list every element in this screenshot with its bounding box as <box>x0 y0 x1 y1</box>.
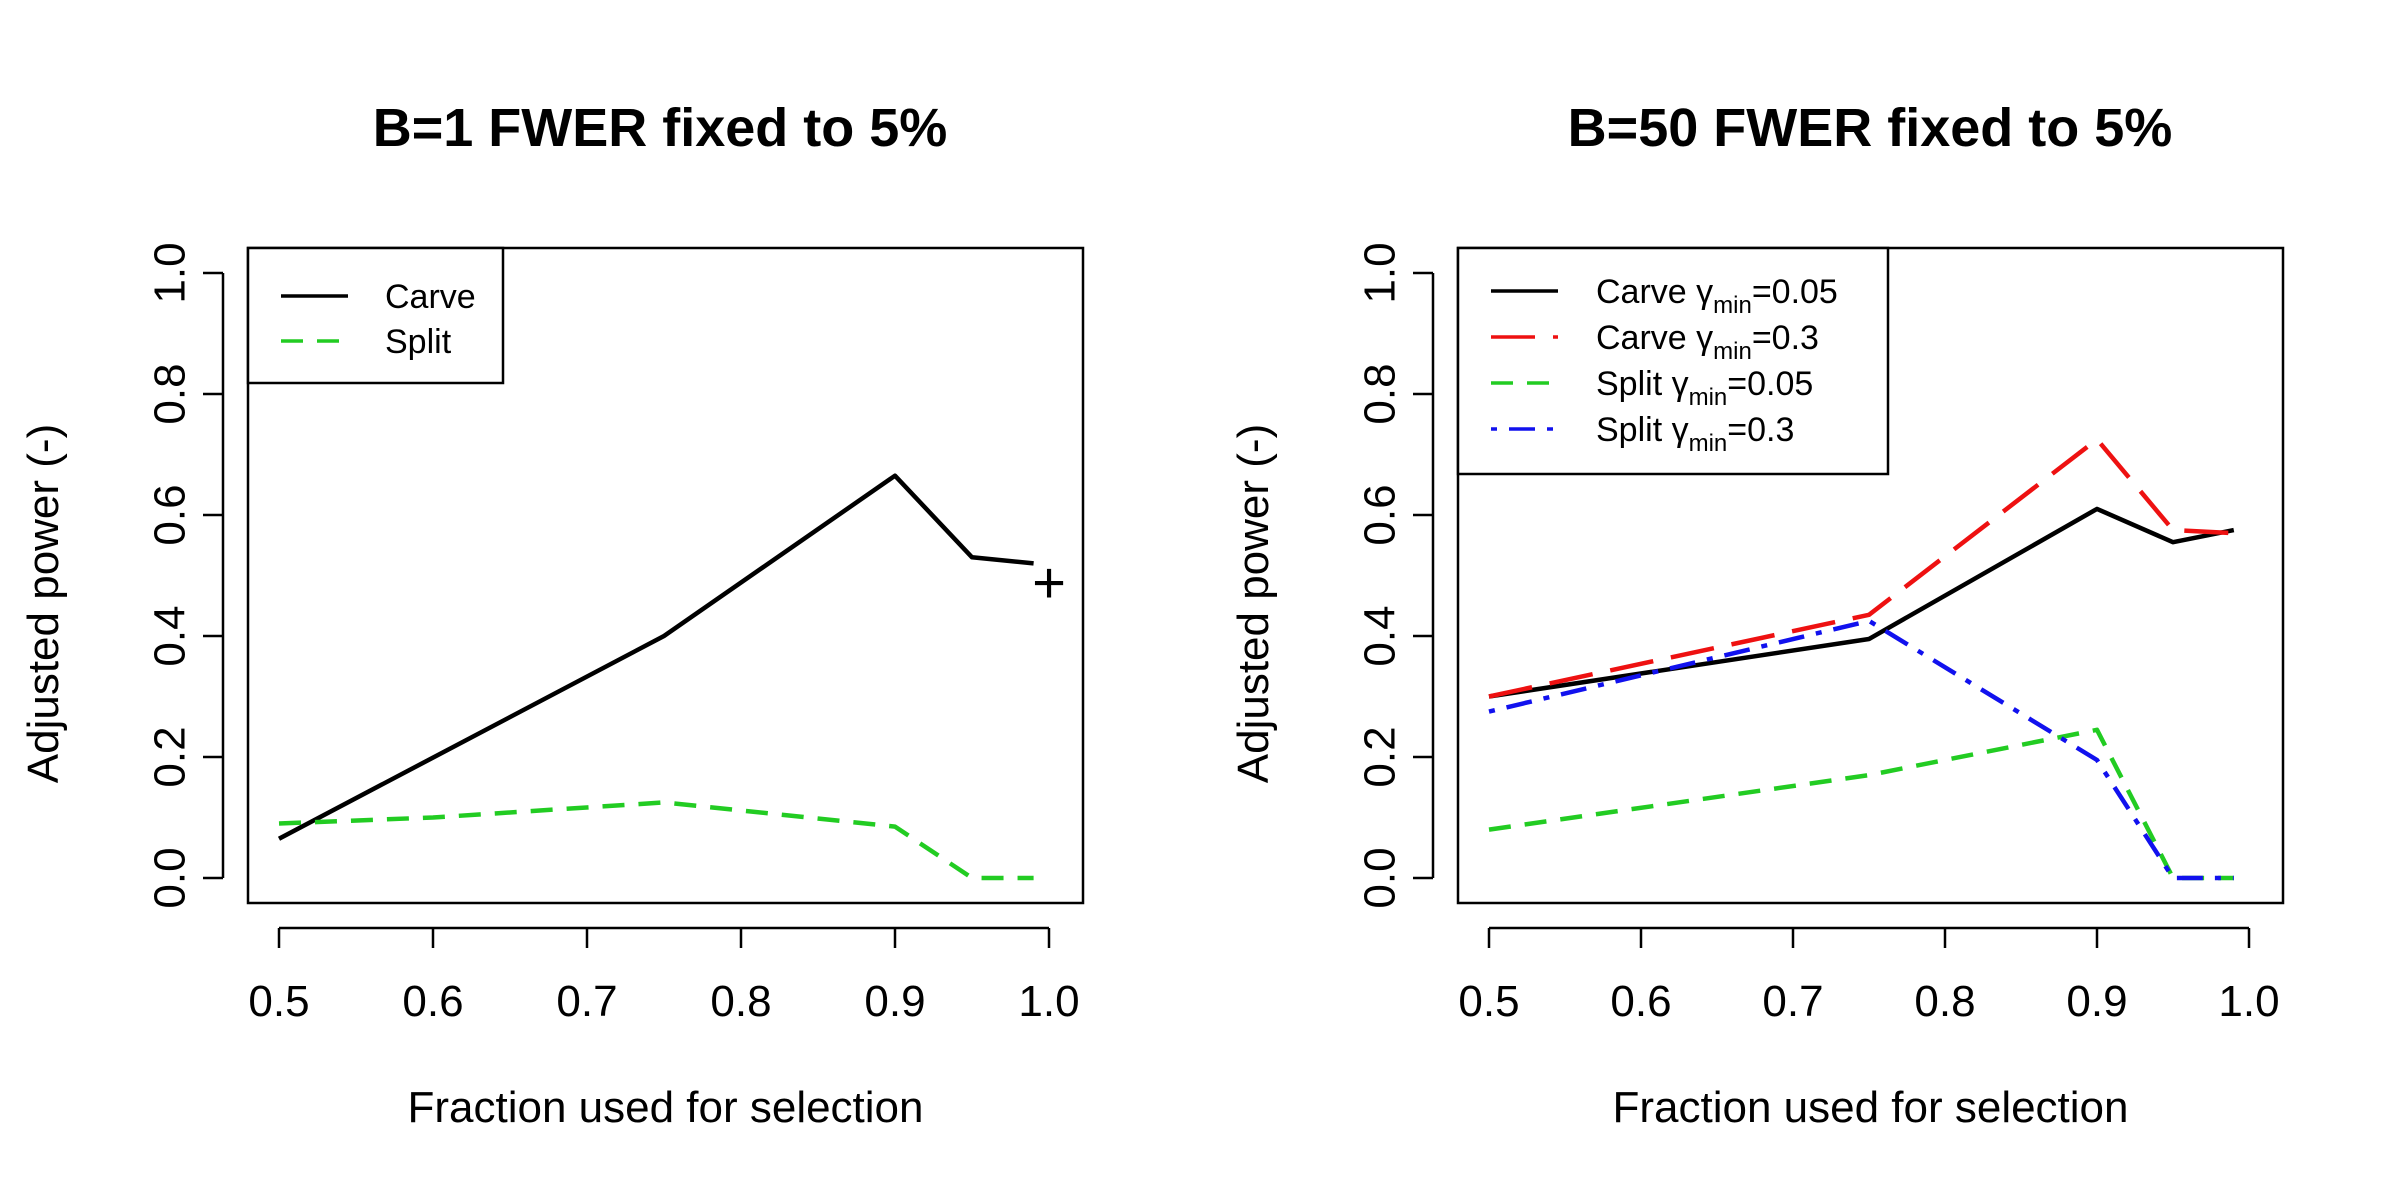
x-axis-label: Fraction used for selection <box>1612 1083 2128 1132</box>
y-tick-label: 0.0 <box>1356 847 1405 908</box>
y-tick-label: 0.4 <box>1356 605 1405 666</box>
x-tick-label: 0.6 <box>1610 977 1671 1026</box>
y-tick-label: 0.4 <box>146 605 195 666</box>
x-tick-label: 0.9 <box>2066 977 2127 1026</box>
plot-frame <box>246 246 1085 905</box>
series-line-4 <box>1488 618 2234 881</box>
chart-panel-2: B=50 FWER fixed to 5% 0.5 0.6 0.7 0.8 0.9 1.0 0… <box>1229 98 2285 1132</box>
legend-label-1: Carve <box>385 278 476 316</box>
x-tick-label: 0.8 <box>1914 977 1975 1026</box>
y-tick-label: 0.2 <box>146 726 195 787</box>
legend-label-2: Carve γmin=0.3 <box>1596 319 1819 365</box>
series-line-2 <box>278 800 1034 881</box>
legend-label-2: Split <box>385 323 452 361</box>
x-axis-label: Fraction used for selection <box>407 1083 923 1132</box>
legend-box <box>1456 246 1890 476</box>
chart-title: B=1 FWER fixed to 5% <box>373 98 948 158</box>
y-tick-label: 0.0 <box>146 847 195 908</box>
panels: B=1 FWER fixed to 5% 0.5 0.6 0.7 0.8 0.9 1.0 0.… <box>19 98 2285 1132</box>
y-tick-label: 0.6 <box>1356 484 1405 545</box>
x-tick-label: 0.8 <box>710 977 771 1026</box>
chart-title: B=50 FWER fixed to 5% <box>1568 98 2173 158</box>
series-line-1 <box>1488 506 2235 699</box>
x-tick-label: 0.9 <box>864 977 925 1026</box>
x-tick-label: 0.7 <box>1762 977 1823 1026</box>
point-marker: + <box>1032 551 1066 616</box>
series-line-2 <box>1488 437 2234 699</box>
x-tick-label: 0.7 <box>556 977 617 1026</box>
y-tick-label: 0.6 <box>146 484 195 545</box>
legend-label-1: Carve γmin=0.05 <box>1596 273 1838 319</box>
x-tick-label: 1.0 <box>2218 977 2279 1026</box>
x-tick-label: 0.5 <box>1458 977 1519 1026</box>
x-tick-label: 0.6 <box>402 977 463 1026</box>
legend-label-3: Split γmin=0.05 <box>1596 365 1813 411</box>
y-tick-label: 1.0 <box>1356 242 1405 303</box>
y-tick-label: 0.2 <box>1356 726 1405 787</box>
y-axis-label: Adjusted power (-) <box>19 424 68 783</box>
x-tick-label: 0.5 <box>248 977 309 1026</box>
chart-panel-1: B=1 FWER fixed to 5% 0.5 0.6 0.7 0.8 0.9 1.0 0.… <box>19 98 1085 1132</box>
y-tick-label: 1.0 <box>146 242 195 303</box>
x-tick-label: 1.0 <box>1018 977 1079 1026</box>
legend-box <box>246 246 505 385</box>
legend-label-4: Split γmin=0.3 <box>1596 411 1794 457</box>
series-line-1 <box>277 473 1034 841</box>
y-tick-label: 0.8 <box>146 363 195 424</box>
y-tick-label: 0.8 <box>1356 363 1405 424</box>
y-axis-label: Adjusted power (-) <box>1229 424 1278 783</box>
